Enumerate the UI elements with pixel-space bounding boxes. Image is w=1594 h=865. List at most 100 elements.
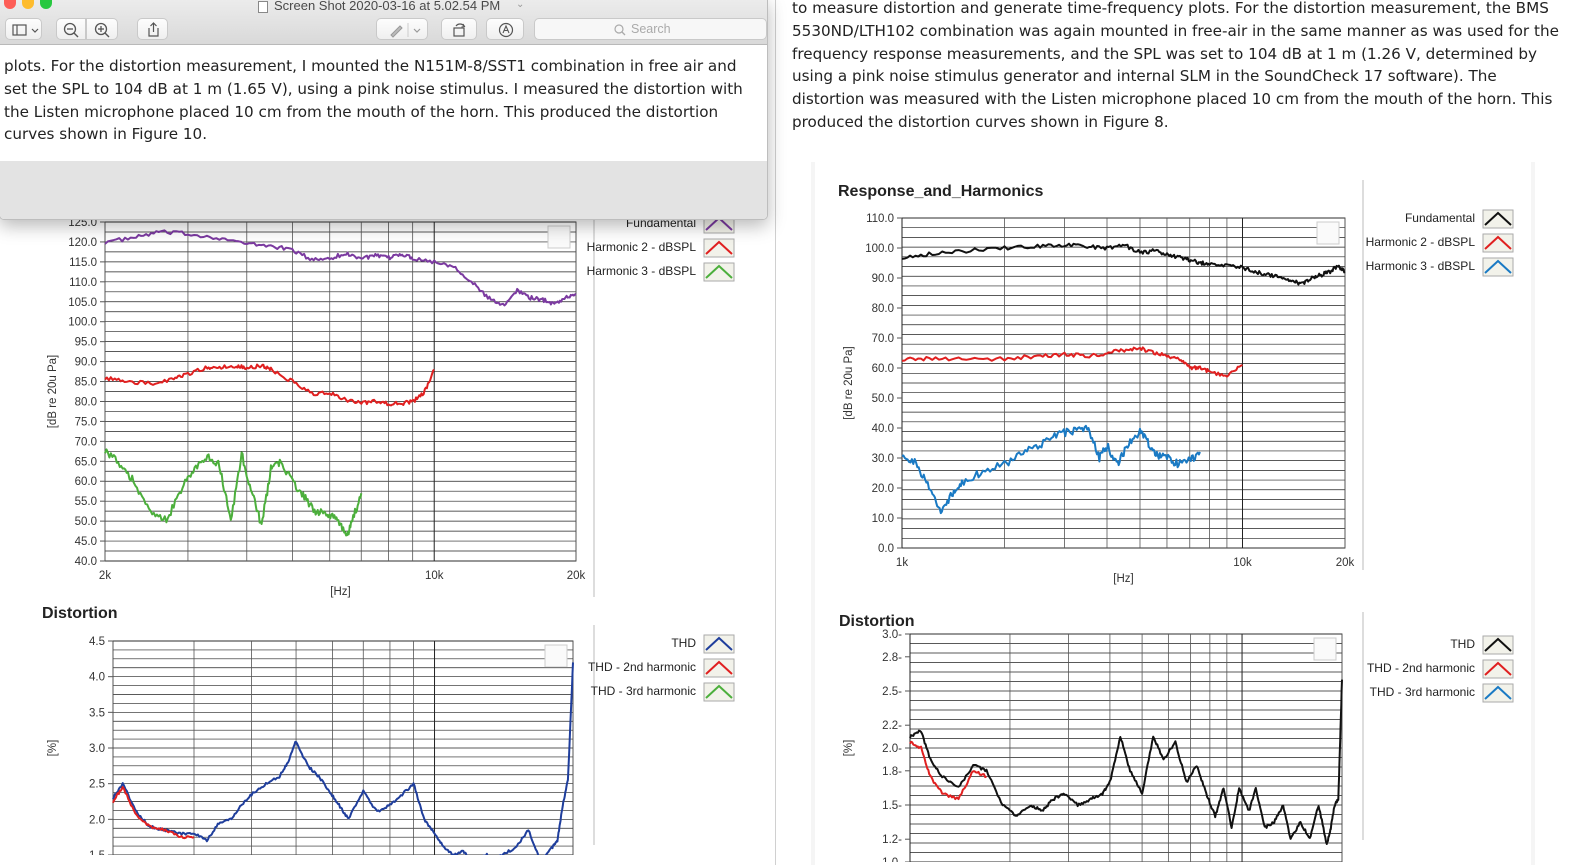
search-placeholder: Search	[631, 22, 671, 36]
y-tick-label: 4.0	[89, 672, 105, 684]
y-tick-label: 100.0	[865, 243, 894, 255]
y-tick-label: 50.0	[872, 393, 894, 405]
y-tick-label: 2.8-	[882, 652, 902, 664]
legend-swatch	[703, 238, 735, 258]
annotate-button[interactable]	[486, 18, 524, 40]
y-tick-label: 2.5-	[882, 686, 902, 698]
zoom-in-button[interactable]	[86, 18, 118, 40]
y-tick-label: 0.0	[878, 543, 894, 555]
legend-line	[705, 660, 733, 675]
right-response-chart: Response_and_Harmonics 0.0 10.0 20.0 30.0 40.…	[838, 180, 1514, 585]
x-tick-label: 20k	[1336, 557, 1355, 569]
legend-label: THD - 3rd harmonic	[591, 684, 696, 698]
y-tick-label: 75.0	[75, 416, 97, 428]
legend-line	[705, 264, 733, 279]
legend-label: Harmonic 2 - dBSPL	[1366, 235, 1476, 249]
x-tick-label: 2k	[99, 570, 111, 582]
y-tick-label: 115.0	[69, 257, 97, 269]
series-line	[104, 229, 577, 307]
close-icon[interactable]	[4, 0, 16, 9]
y-tick-label: 90.0	[75, 357, 97, 369]
y-tick-label: 2.5	[89, 779, 105, 791]
y-tick-label: 45.0	[75, 536, 97, 548]
y-tick-label: 65.0	[75, 456, 97, 468]
y-tick-label: 3.0	[89, 743, 105, 755]
y-tick-label: 55.0	[75, 496, 97, 508]
series-line	[901, 424, 1201, 515]
y-tick-label: 2.2-	[882, 720, 902, 732]
legend-swatch	[1482, 683, 1514, 703]
y-tick-label: 40.0	[872, 423, 894, 435]
y-axis-label: [dB re 20u Pa]	[47, 355, 59, 429]
minimize-icon[interactable]	[22, 0, 34, 9]
legend-line	[1484, 235, 1512, 250]
y-tick-label: 70.0	[872, 333, 894, 345]
window-title[interactable]: Screen Shot 2020-03-16 at 5.02.54 PM	[274, 0, 501, 13]
zoom-icon[interactable]	[40, 0, 52, 9]
markup-pen-button[interactable]	[376, 18, 428, 40]
y-tick-label: 4.5	[89, 636, 105, 648]
right-article-text: to measure distortion and generate time-…	[792, 0, 1559, 131]
series-line	[104, 448, 363, 537]
zoom-out-button[interactable]	[56, 18, 86, 40]
y-tick-label: 2.0	[89, 814, 105, 826]
left-distortion-chart: 1.5 2.0 2.5 3.0 3.5 4.0 4.5 [%] THD THD - 2nd har…	[47, 625, 735, 855]
series-line	[909, 679, 1343, 845]
legend-line	[1484, 637, 1512, 652]
y-tick-label: 125.0	[68, 217, 97, 229]
right-distortion-chart: Distortion 1.0- 1.2- 1.5- 1.8- 2.0- 2.2- 2.5- 2.…	[839, 612, 1514, 862]
y-tick-label: 60.0	[75, 476, 97, 488]
legend-line	[1484, 211, 1512, 226]
legend-line	[705, 240, 733, 255]
zoom-in-icon	[94, 22, 110, 38]
y-tick-label: 1.0-	[882, 857, 902, 862]
y-tick-label: 80.0	[872, 303, 894, 315]
left-distortion-title: Distortion	[42, 605, 118, 622]
chart-title: Response_and_Harmonics	[838, 183, 1044, 200]
search-field[interactable]: Search	[534, 18, 767, 40]
x-tick-label: 1k	[896, 557, 908, 569]
legend-swatch	[1482, 209, 1514, 229]
legend-swatch	[1482, 635, 1514, 655]
y-tick-label: 1.8-	[882, 766, 902, 778]
graph-palette-icon	[547, 225, 571, 249]
legend-label: THD - 2nd harmonic	[1367, 661, 1475, 675]
graph-palette-icon	[544, 644, 568, 668]
rotate-icon	[453, 23, 466, 37]
y-tick-label: 90.0	[872, 273, 894, 285]
preview-toolbar: Screen Shot 2020-03-16 at 5.02.54 PM ⌄ S…	[0, 0, 767, 45]
y-tick-label: 10.0	[872, 513, 894, 525]
y-tick-label: 20.0	[872, 483, 894, 495]
y-tick-label: 105.0	[68, 297, 97, 309]
x-axis-label: [Hz]	[330, 586, 350, 598]
x-tick-label: 10k	[425, 570, 444, 582]
legend-label: Harmonic 2 - dBSPL	[587, 240, 697, 254]
annotate-icon	[498, 22, 514, 38]
share-button[interactable]	[137, 18, 168, 40]
y-tick-label: 100.0	[68, 317, 97, 329]
left-response-chart: 40.0 45.0 50.0 55.0 60.0 65.0 70.0 75.0 80.0 85.0…	[47, 205, 735, 598]
preview-gray-area	[0, 161, 767, 219]
y-tick-label: 95.0	[75, 337, 97, 349]
y-tick-label: 2.0-	[882, 743, 902, 755]
series-line	[104, 363, 435, 407]
y-tick-label: 70.0	[75, 436, 97, 448]
legend-line	[1484, 259, 1512, 274]
series-line	[901, 242, 1346, 286]
legend-swatch	[1482, 233, 1514, 253]
x-tick-label: 20k	[567, 570, 586, 582]
legend-label: THD	[1450, 637, 1475, 651]
series-line	[112, 662, 574, 855]
legend-swatch	[703, 634, 735, 654]
legend-label: Harmonic 3 - dBSPL	[587, 264, 697, 278]
share-icon	[148, 22, 159, 37]
file-icon	[258, 1, 268, 13]
legend-swatch	[1482, 257, 1514, 277]
y-tick-label: 1.2-	[882, 834, 902, 846]
title-chevron-icon[interactable]: ⌄	[516, 0, 525, 10]
y-tick-label: 3.5	[89, 707, 105, 719]
legend-swatch	[1482, 659, 1514, 679]
rotate-button[interactable]	[441, 18, 477, 40]
series-line	[112, 786, 195, 840]
sidebar-toggle-button[interactable]	[5, 18, 42, 40]
